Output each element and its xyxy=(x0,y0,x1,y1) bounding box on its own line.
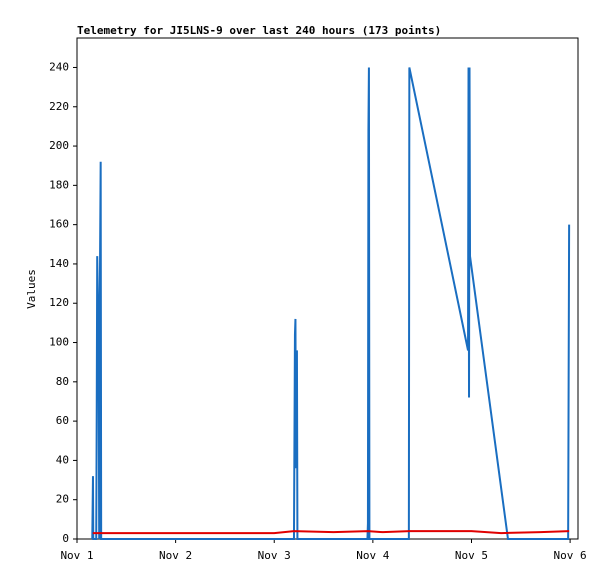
x-tick-label: Nov 1 xyxy=(60,549,93,562)
series-line xyxy=(91,67,571,540)
y-tick-label: 20 xyxy=(56,493,69,506)
y-tick-label: 0 xyxy=(62,532,69,545)
x-tick-label: Nov 6 xyxy=(554,549,587,562)
chart-title: Telemetry for JI5LNS-9 over last 240 hou… xyxy=(77,24,441,37)
y-tick-label: 80 xyxy=(56,375,69,388)
plot-frame xyxy=(76,37,579,540)
y-axis-label: Values xyxy=(25,269,38,309)
y-tick-label: 200 xyxy=(49,139,69,152)
y-tick-label: 240 xyxy=(49,60,69,73)
x-tick-label: Nov 3 xyxy=(258,549,291,562)
x-tick-label: Nov 5 xyxy=(455,549,488,562)
x-tick-label: Nov 2 xyxy=(159,549,192,562)
series-line xyxy=(92,530,570,535)
y-tick-label: 180 xyxy=(49,178,69,191)
y-tick-label: 100 xyxy=(49,336,69,349)
y-tick-label: 140 xyxy=(49,257,69,270)
y-tick-label: 120 xyxy=(49,296,69,309)
y-tick-label: 40 xyxy=(56,453,69,466)
y-tick-label: 160 xyxy=(49,218,69,231)
x-tick-label: Nov 4 xyxy=(356,549,389,562)
y-tick-label: 220 xyxy=(49,100,69,113)
y-tick-label: 60 xyxy=(56,414,69,427)
